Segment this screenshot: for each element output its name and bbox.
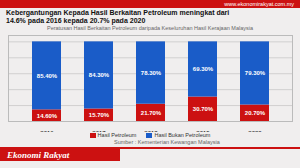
html-text:Sumber : Kementerian Kewangan: Sumber : Kementerian Kewangan Malaysia: [114, 139, 220, 145]
html-text:14.6% pada 2016 kepada 20.7% p: 14.6% pada 2016 kepada 20.7% pada 2020: [6, 17, 146, 24]
svg-text:30.70%: 30.70%: [193, 106, 214, 112]
svg-text:2017: 2017: [92, 130, 106, 132]
svg-text:2016: 2016: [40, 130, 54, 132]
svg-text:84.30%: 84.30%: [89, 72, 110, 78]
svg-text:2019: 2019: [196, 130, 210, 132]
svg-text:79.30%: 79.30%: [245, 70, 266, 76]
html-text:Ekonomi Rakyat: Ekonomi Rakyat: [7, 150, 70, 160]
svg-text:69.30%: 69.30%: [193, 66, 214, 72]
svg-text:15.70%: 15.70%: [89, 112, 110, 118]
html-text:Hasil Petroleum: Hasil Petroleum: [97, 132, 137, 138]
html-text:Kebergantungan Kepada Hasil Be: Kebergantungan Kepada Hasil Berkaitan Pe…: [6, 9, 230, 16]
svg-text:2018: 2018: [144, 130, 158, 132]
html-text:Peratusan Hasil Berkaitan Petr: Peratusan Hasil Berkaitan Petroleum dari…: [47, 25, 253, 31]
svg-text:2020: 2020: [248, 130, 262, 132]
svg-text:21.70%: 21.70%: [141, 110, 162, 116]
html-text:www.ekonomirakyat.com.my: www.ekonomirakyat.com.my: [224, 1, 294, 7]
svg-text:85.40%: 85.40%: [37, 73, 58, 79]
svg-text:78.30%: 78.30%: [141, 70, 162, 76]
svg-text:20.70%: 20.70%: [245, 110, 266, 116]
html-text:Hasil Bukan Petroleum: Hasil Bukan Petroleum: [154, 132, 211, 138]
svg-text:14.60%: 14.60%: [37, 113, 58, 119]
